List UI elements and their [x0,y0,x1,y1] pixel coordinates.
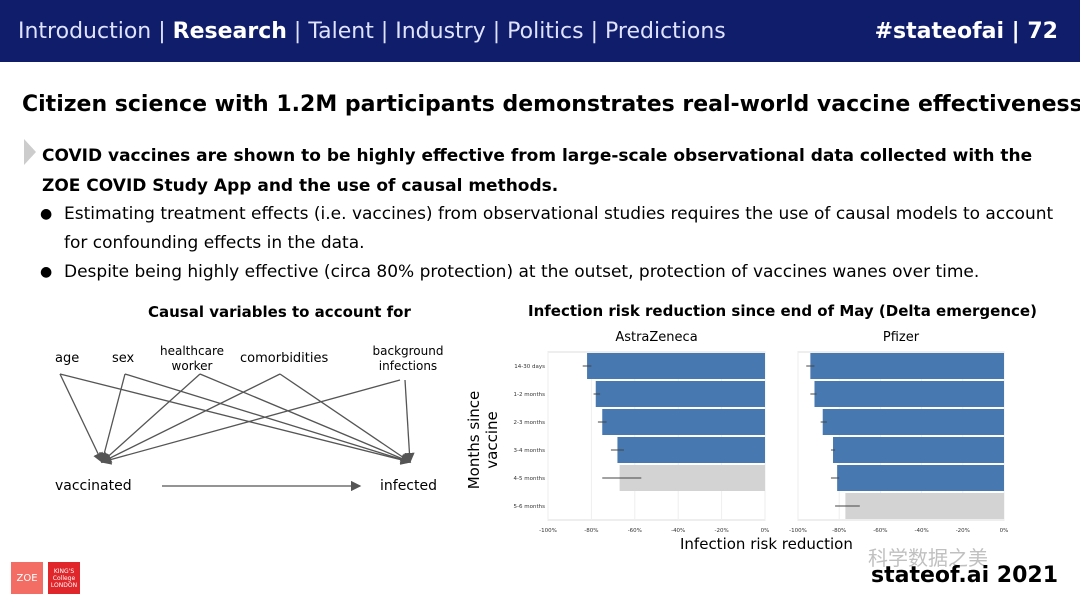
nav-politics[interactable]: Politics [507,18,584,44]
x-tick-label: -20% [714,528,728,534]
node-vaccinated: vaccinated [55,478,132,494]
slide-id: #stateofai | 72 [874,18,1058,44]
y-tick-label: 5-6 months [514,504,546,510]
y-tick-label: 1-2 months [514,392,546,398]
x-tick-label: -100% [789,528,807,534]
bar [602,409,765,435]
var-comorbidities: comorbidities [240,351,328,366]
bar [617,437,765,463]
y-tick-label: 4-5 months [514,476,546,482]
bar-chart: -100% -80% -60% -40% -20% 0% AstraZeneca 14-30 … [514,330,1009,534]
bar [837,465,1004,491]
node-infected: infected [380,478,437,494]
nav-separator: | [151,18,173,44]
x-tick-label: -20% [956,528,970,534]
bullet-list: Estimating treatment effects (i.e. vacci… [40,200,1070,287]
triangle-bullet-icon [24,139,36,165]
var-age: age [55,351,79,366]
nav-separator: | [286,18,309,44]
kcl-logo-text: KING'S College LONDON [50,567,78,589]
kcl-logo: KING'S College LONDON [48,562,80,594]
section-nav: Introduction | Research | Talent | Indus… [18,19,726,44]
nav-separator: | [583,18,606,44]
diagram-title: Causal variables to account for [148,303,411,321]
y-axis-label: Months since vaccine [465,390,501,490]
causal-arrows [59,373,415,492]
bar [814,381,1004,407]
x-tick-label: -60% [873,528,887,534]
bullet-item: Estimating treatment effects (i.e. vacci… [40,200,1070,258]
y-tick-label: 3-4 months [514,448,546,454]
y-tick-label: 2-3 months [514,420,546,426]
var-sex: sex [112,351,135,366]
bar [810,353,1004,379]
zoe-logo-text: ZOE [16,572,38,584]
nav-separator: | [485,18,508,44]
slide-title: Citizen science with 1.2M participants d… [22,92,1080,117]
panel-frame [547,351,766,521]
bar [619,465,765,491]
var-background-infections: background infections [373,344,444,373]
bar [833,437,1004,463]
x-tick-label: -60% [628,528,642,534]
x-tick-label: -80% [832,528,846,534]
x-tick-label: -40% [671,528,685,534]
var-healthcare-worker: healthcare worker [160,344,224,373]
bar [822,409,1004,435]
panel-title: AstraZeneca [615,330,697,345]
x-tick-label: 0% [1000,528,1009,534]
nav-industry[interactable]: Industry [395,18,486,44]
x-tick-label: 0% [761,528,770,534]
x-tick-label: -40% [914,528,928,534]
top-nav-bar: Introduction | Research | Talent | Indus… [0,0,1080,62]
x-axis-label: Infection risk reduction [680,535,853,553]
causal-diagram: age sex healthcare worker comorbidities b… [55,344,444,494]
nav-separator: | [373,18,396,44]
panel-title: Pfizer [883,330,920,345]
nav-research[interactable]: Research [172,18,287,44]
watermark: 科学数据之美 [868,546,988,570]
lead-text: COVID vaccines are shown to be highly ef… [42,146,1033,196]
nav-introduction[interactable]: Introduction [18,18,152,44]
bar [587,353,765,379]
bar [595,381,765,407]
nav-talent[interactable]: Talent [308,18,374,44]
bullet-item: Despite being highly effective (circa 80… [40,258,1070,287]
chart-title: Infection risk reduction since end of Ma… [528,302,1037,320]
x-tick-label: -100% [539,528,557,534]
x-tick-label: -80% [584,528,598,534]
y-tick-label: 14-30 days [514,364,545,370]
nav-predictions[interactable]: Predictions [605,18,726,44]
zoe-logo: ZOE [11,562,43,594]
footer-brand: stateof.ai 2021 [870,563,1058,588]
bar [845,493,1004,519]
